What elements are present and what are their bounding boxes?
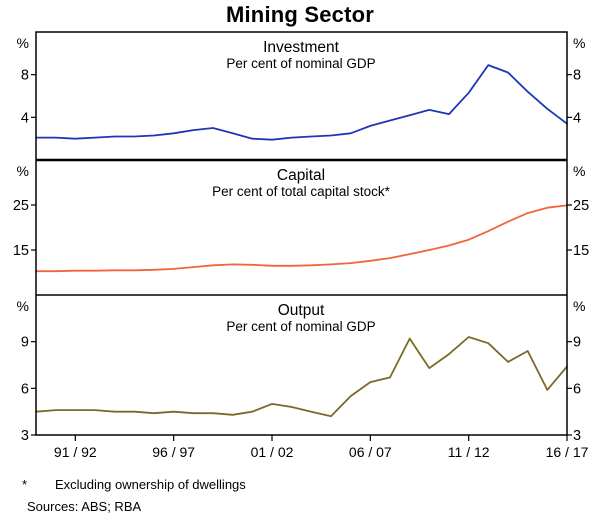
y-axis-unit-left: % xyxy=(17,298,29,314)
y-axis-unit-left: % xyxy=(17,163,29,179)
y-tick-label-left: 4 xyxy=(21,110,29,126)
y-axis-unit-left: % xyxy=(17,35,29,51)
panel-subtitle-output: Per cent of nominal GDP xyxy=(226,319,375,334)
y-axis-unit-right: % xyxy=(573,163,585,179)
y-tick-label-right: 6 xyxy=(573,381,581,397)
x-tick-label: 16 / 17 xyxy=(546,444,589,460)
y-tick-label-left: 15 xyxy=(13,243,29,259)
panel-title-output: Output xyxy=(278,302,325,319)
sources-line: Sources: ABS; RBA xyxy=(27,499,142,514)
panel-title-capital: Capital xyxy=(277,167,325,184)
y-tick-label-right: 8 xyxy=(573,68,581,84)
y-tick-label-right: 3 xyxy=(573,428,581,444)
capital-line xyxy=(35,204,568,273)
y-tick-label-right: 4 xyxy=(573,110,581,126)
x-tick-label: 06 / 07 xyxy=(349,444,392,460)
y-axis-unit-right: % xyxy=(573,35,585,51)
footnote-text: Excluding ownership of dwellings xyxy=(55,477,246,492)
x-tick-label: 01 / 02 xyxy=(251,444,294,460)
panel-subtitle-investment: Per cent of nominal GDP xyxy=(226,56,375,71)
y-tick-label-left: 3 xyxy=(21,428,29,444)
x-tick-label: 11 / 12 xyxy=(448,444,490,460)
chart-frame xyxy=(35,31,568,436)
y-tick-label-right: 15 xyxy=(573,243,589,259)
y-tick-label-left: 6 xyxy=(21,381,29,397)
y-tick-label-left: 9 xyxy=(21,335,29,351)
y-tick-label-left: 25 xyxy=(13,198,29,214)
y-axis-unit-right: % xyxy=(573,298,585,314)
footnote: * Excluding ownership of dwellings xyxy=(0,477,600,492)
y-tick-label-left: 8 xyxy=(21,68,29,84)
chart-title: Mining Sector xyxy=(225,2,375,27)
investment-line xyxy=(35,64,568,141)
panel-subtitle-capital: Per cent of total capital stock* xyxy=(212,184,391,199)
footnote-marker: * xyxy=(22,477,28,492)
panel-title-investment: Investment xyxy=(263,39,340,56)
y-tick-label-right: 25 xyxy=(573,198,589,214)
x-tick-label: 91 / 92 xyxy=(54,444,97,460)
y-tick-label-right: 9 xyxy=(573,335,581,351)
output-line xyxy=(35,336,568,418)
x-tick-label: 96 / 97 xyxy=(152,444,195,460)
